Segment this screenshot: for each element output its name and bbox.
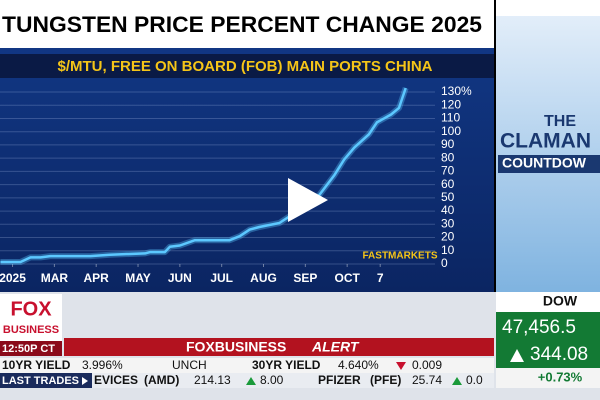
- ticker-label: LAST TRADES: [2, 375, 79, 387]
- y-tick-label: 10: [441, 243, 455, 257]
- network-logo-top: FOX: [10, 298, 52, 320]
- index-footer: [496, 368, 600, 388]
- up-arrow: [246, 377, 256, 385]
- x-tick-label: APR: [84, 271, 110, 285]
- y-tick-label: 40: [441, 203, 455, 217]
- x-tick-label: JUN: [168, 271, 192, 285]
- up-arrow: [510, 349, 524, 362]
- y-tick-label: 60: [441, 177, 455, 191]
- ticker-item: 25.74: [412, 373, 442, 387]
- x-tick-label: 7: [377, 271, 384, 285]
- show-logo-line: THE: [544, 113, 576, 130]
- ticker-item: 10YR YIELD: [2, 358, 71, 372]
- line: [0, 87, 407, 264]
- ticker-item: 30YR YIELD: [252, 358, 321, 372]
- ticker-item: 3.996%: [82, 358, 123, 372]
- ticker-item: 0.0: [466, 373, 483, 387]
- y-tick-label: 120: [441, 97, 461, 111]
- alert-brand: FOXBUSINESS: [186, 339, 286, 355]
- x-tick-label: JUL: [210, 271, 233, 285]
- up-arrow: [452, 377, 462, 385]
- chart-panel: [0, 0, 494, 292]
- alert-bar: [64, 338, 494, 356]
- show-logo-band: [498, 155, 600, 173]
- y-tick-label: 0: [441, 256, 448, 270]
- ticker-item: UNCH: [172, 358, 207, 372]
- show-logo-line: COUNTDOW: [502, 155, 587, 171]
- ticker-item: 4.640%: [338, 358, 379, 372]
- ticker-item: PFIZER: [318, 373, 361, 387]
- y-tick-label: 100: [441, 124, 461, 138]
- ticker-item: 0.009: [412, 358, 442, 372]
- y-tick-label: 20: [441, 230, 455, 244]
- time: 12:50P CT: [2, 343, 55, 355]
- network-logo: [0, 294, 62, 342]
- index-percent: +0.73%: [538, 369, 583, 384]
- y-tick-label: 80: [441, 150, 455, 164]
- x-tick-label: SEP: [293, 271, 317, 285]
- ticker-arrow: [82, 377, 88, 385]
- y-tick-label: 90: [441, 137, 455, 151]
- series-line: [0, 87, 409, 265]
- alert-word: ALERT: [311, 339, 360, 355]
- y-tick-label: 110: [441, 111, 460, 125]
- ticker-label-box: [0, 373, 92, 388]
- ticker-item: (PFE): [370, 373, 401, 387]
- source-annotation: FASTMARKETS: [363, 251, 438, 262]
- ticker-item: EVICES: [94, 373, 138, 387]
- show-logo-line: CLAMAN: [500, 130, 591, 153]
- y-tick-label: 30: [441, 216, 455, 230]
- x-tick-label: MAY: [125, 271, 151, 285]
- network-logo-bottom: BUSINESS: [3, 324, 59, 336]
- ticker-row-2: [0, 373, 494, 388]
- index-change: 344.08: [530, 344, 588, 365]
- ticker-item: 8.00: [260, 373, 284, 387]
- subtitle-bar: [0, 54, 494, 78]
- down-arrow: [396, 362, 406, 370]
- show-panel: [496, 0, 600, 292]
- ticker-item: 214.13: [194, 373, 231, 387]
- chart-subtitle: $/MTU, FREE ON BOARD (FOB) MAIN PORTS CH…: [58, 58, 433, 75]
- index-header: [496, 292, 600, 312]
- time-box: [0, 341, 62, 356]
- title-bar: [0, 0, 494, 48]
- index-name: DOW: [543, 293, 578, 309]
- show-panel-top: [496, 0, 600, 16]
- index-value: 47,456.5: [502, 317, 576, 338]
- x-tick-label: AUG: [250, 271, 277, 285]
- y-tick-label: 70: [441, 164, 455, 178]
- play-button[interactable]: [288, 178, 328, 222]
- y-tick-label: 130%: [441, 84, 472, 98]
- y-tick-label: 50: [441, 190, 455, 204]
- ticker-item: (AMD): [144, 373, 179, 387]
- x-tick-label: MAR: [41, 271, 69, 285]
- x-tick-label: OCT: [334, 271, 360, 285]
- x-tick-label: 2025: [0, 271, 26, 285]
- chart-title: TUNGSTEN PRICE PERCENT CHANGE 2025: [2, 12, 482, 37]
- ticker-row-1: [0, 358, 494, 373]
